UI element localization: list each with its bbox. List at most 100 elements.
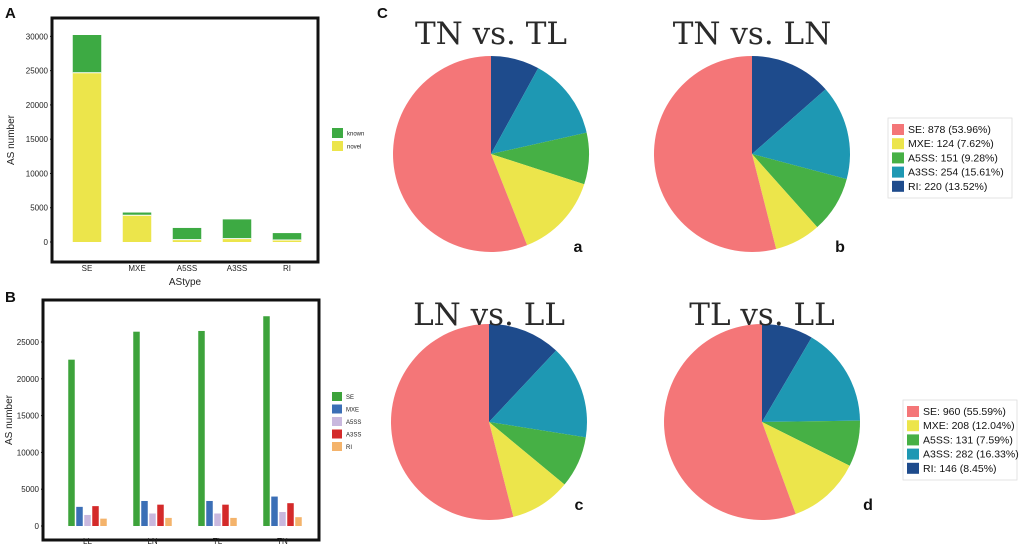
x-tick-label: LN — [147, 537, 157, 546]
pie-legend-entry: A3SS: 282 (16.33%) — [923, 449, 1019, 461]
pie-a-slice-a5ss — [491, 132, 589, 185]
pie-legend-entry: A5SS: 131 (7.59%) — [923, 434, 1013, 446]
pie-a-slice-a3ss — [491, 68, 587, 154]
bar-ri-ll — [100, 518, 107, 526]
bar-mxe-tl — [206, 500, 213, 526]
panel-label-a: A — [5, 5, 16, 22]
bar-novel-mxe — [122, 215, 152, 242]
chart-a: 0 5000 10000 15000 20000 25000 30000 SE MXE A5SS A… — [6, 16, 364, 288]
pie-c-slice-a5ss — [489, 422, 586, 485]
pie-d-slice-a3ss — [762, 337, 860, 422]
pie-legend-entry: RI: 220 (13.52%) — [908, 181, 987, 193]
bar-a5ss-tn — [279, 512, 286, 526]
pie-d-slice-mxe — [762, 422, 850, 515]
bar-a3ss-tn — [287, 503, 294, 526]
pie-legend-swatch — [892, 124, 904, 135]
pie-c-slice-a3ss — [489, 350, 587, 438]
pie-legend-swatch — [907, 448, 919, 460]
bar-known-a3ss — [222, 219, 252, 239]
x-tick-label: SE — [82, 264, 93, 273]
chart-b: 0 5000 10000 15000 20000 25000 LL LN TL TN AS numb… — [4, 298, 361, 546]
legend-label-se: SE — [346, 395, 354, 401]
x-tick-label: TN — [277, 537, 288, 546]
legend-swatch-a5ss — [332, 417, 342, 426]
pie-a-slice-ri — [491, 55, 539, 154]
y-axis-label: AS number — [6, 114, 17, 165]
pie-b-label: b — [835, 239, 845, 256]
x-tick-label: A5SS — [177, 264, 197, 273]
pie-charts: TN vs. TL a TN vs. LN b LN vs. LL c TL vs. LL d — [390, 16, 873, 520]
bar-novel-ri — [272, 239, 302, 242]
y-tick-label: 5000 — [30, 204, 48, 213]
bar-known-ri — [272, 233, 302, 240]
x-tick-label: RI — [283, 264, 291, 273]
pie-legend-entry: MXE: 208 (12.04%) — [923, 420, 1015, 432]
legend-swatch-a3ss — [332, 429, 342, 439]
bar-a5ss-ln — [149, 513, 156, 526]
legend-label-known: known — [347, 132, 364, 138]
chart-a-frame — [50, 16, 320, 264]
pie-legend-entry: SE: 960 (55.59%) — [923, 406, 1006, 418]
bar-novel-a3ss — [222, 238, 252, 242]
bar-a5ss-ll — [84, 514, 91, 526]
bar-ri-tl — [230, 517, 237, 526]
bar-ri-tn — [295, 517, 302, 526]
bar-a5ss-tl — [214, 513, 221, 526]
y-tick-label: 15000 — [17, 412, 40, 421]
y-tick-label: 10000 — [26, 169, 49, 178]
legend-label-mxe: MXE — [346, 408, 359, 414]
legend-swatch-known — [332, 128, 343, 138]
bar-mxe-ln — [141, 500, 148, 526]
pie-c-title: LN vs. LL — [413, 297, 565, 333]
pie-legends: SE: 878 (53.96%) MXE: 124 (7.62%) A5SS: 15… — [887, 117, 1019, 481]
bar-se-ll — [68, 359, 75, 526]
bar-novel-a5ss — [172, 239, 202, 242]
pie-legend-swatch — [907, 420, 919, 432]
legend-swatch-se — [332, 392, 342, 401]
legend-swatch-mxe — [332, 404, 342, 414]
pie-legend-entry: RI: 146 (8.45%) — [923, 463, 997, 475]
panel-label-b: B — [5, 289, 16, 306]
y-tick-label: 30000 — [26, 32, 49, 41]
pie-c-label: c — [575, 497, 584, 514]
pie-legend-box — [902, 399, 1018, 481]
pie-a-title: TN vs. TL — [415, 16, 567, 52]
bar-ri-ln — [165, 517, 172, 526]
pie-d-slice-se — [664, 324, 796, 520]
legend-label-novel: novel — [347, 145, 361, 151]
y-tick-label: 10000 — [17, 448, 40, 457]
pie-b-slice-a3ss — [752, 89, 850, 180]
x-axis-label: AStype — [169, 277, 202, 288]
pie-d-slice-a5ss — [762, 420, 860, 466]
pie-legend-entry: A5SS: 151 (9.28%) — [908, 152, 998, 164]
bar-known-se — [72, 35, 102, 73]
pie-d-label: d — [863, 497, 873, 514]
pie-legend-swatch — [892, 138, 904, 150]
pie-legend-swatch — [907, 406, 919, 417]
y-tick-label: 0 — [44, 238, 49, 247]
pie-d-slice-ri — [762, 324, 812, 422]
legend-swatch-novel — [332, 141, 343, 151]
panel-label-c: C — [377, 5, 388, 22]
legend-swatch-ri — [332, 442, 342, 451]
bar-novel-se — [72, 72, 102, 243]
pie-b-slice-se — [653, 56, 777, 252]
bar-a3ss-ln — [157, 504, 164, 526]
pie-a-slice-mxe — [491, 154, 585, 246]
bar-known-mxe — [122, 212, 152, 216]
chart-b-frame — [41, 298, 321, 542]
bar-a3ss-tl — [222, 504, 229, 526]
y-axis-label: AS number — [4, 394, 15, 445]
x-tick-label: MXE — [128, 264, 145, 273]
bar-mxe-ll — [76, 506, 83, 526]
x-tick-label: A3SS — [227, 264, 247, 273]
legend-label-a3ss: A3SS — [346, 433, 361, 439]
pie-legend-entry: A3SS: 254 (15.61%) — [908, 167, 1004, 179]
pie-d-title: TL vs. LL — [689, 297, 834, 333]
pie-b-slice-ri — [752, 55, 826, 154]
bar-mxe-tn — [271, 496, 278, 526]
pie-legend-swatch — [892, 166, 904, 178]
pie-b-slice-a5ss — [752, 154, 847, 228]
bar-known-a5ss — [172, 227, 202, 240]
